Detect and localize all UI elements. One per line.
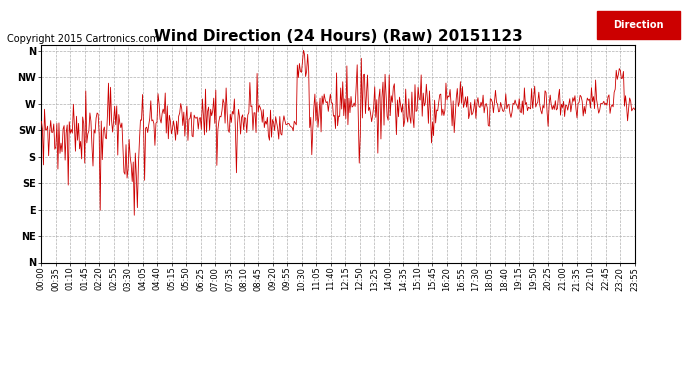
Text: Direction: Direction (613, 20, 664, 30)
Text: Copyright 2015 Cartronics.com: Copyright 2015 Cartronics.com (7, 34, 159, 44)
Title: Wind Direction (24 Hours) (Raw) 20151123: Wind Direction (24 Hours) (Raw) 20151123 (154, 29, 522, 44)
